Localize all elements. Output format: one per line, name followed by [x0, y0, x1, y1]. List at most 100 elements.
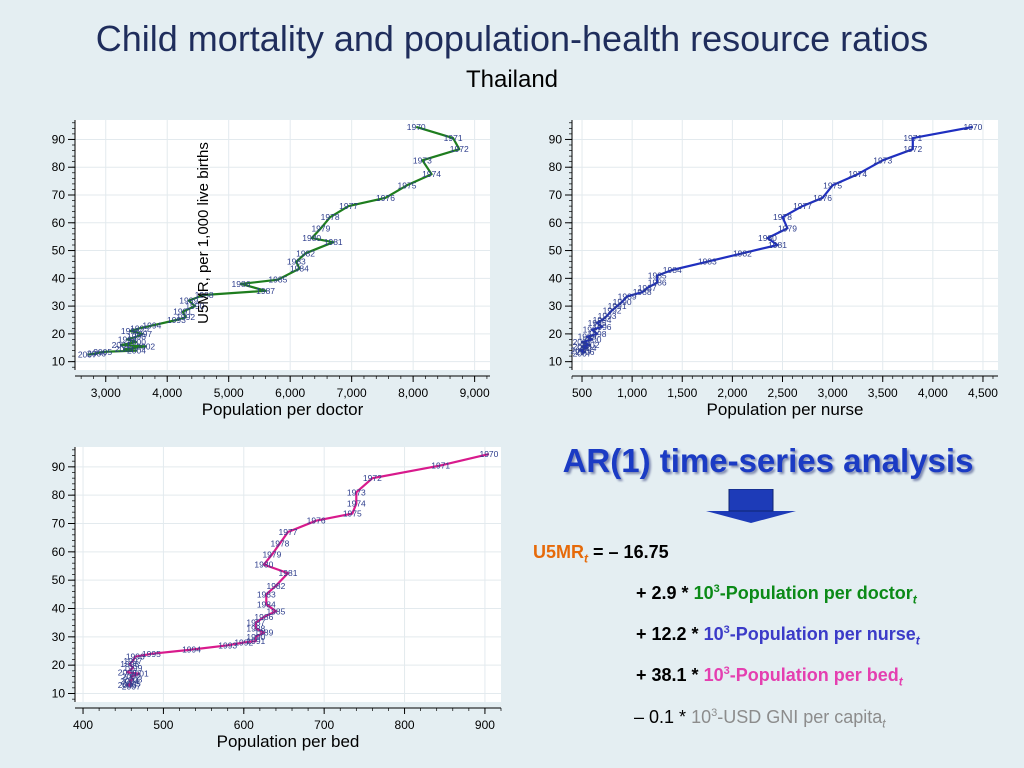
x-tick-label: 500	[153, 718, 173, 732]
point-label: 1970	[963, 122, 982, 132]
point-label: 2007	[122, 681, 141, 691]
eq-term-nurse: 103-Population per nurset	[703, 624, 920, 648]
page-subtitle: Thailand	[465, 66, 559, 93]
point-label: 2002	[136, 341, 155, 351]
point-label: 2007	[78, 350, 97, 360]
point-label: 1977	[279, 527, 298, 537]
x-axis-label: Population per doctor	[202, 400, 364, 419]
y-tick-label: 70	[52, 188, 66, 202]
point-label: 1970	[479, 449, 498, 459]
point-label: 1989	[254, 628, 273, 638]
equation-line-1: U5MRt = – 16.75	[533, 542, 669, 566]
y-tick-label: 70	[549, 188, 563, 202]
point-label: 2001	[573, 337, 592, 347]
eq-term-bed: 103-Population per bedt	[703, 665, 903, 689]
y-tick-label: 90	[549, 132, 563, 146]
point-label: 1992	[176, 312, 195, 322]
point-label: 1983	[257, 589, 276, 599]
point-label: 1981	[279, 568, 298, 578]
chart-nurse: 10 20 30 40 50 60 70 80 90 500 1,000 1,500 2,000 2,50…	[549, 120, 998, 419]
point-label: 2005	[571, 346, 590, 356]
point-label: 1993	[167, 315, 186, 325]
point-label: 2002	[122, 672, 141, 682]
x-tick-label: 600	[234, 718, 254, 732]
point-label: 2006	[576, 347, 595, 357]
point-label: 1978	[773, 212, 792, 222]
point-label: 1970	[407, 122, 426, 132]
point-label: 1993	[598, 311, 617, 321]
point-label: 1974	[347, 499, 366, 509]
point-label: 2004	[120, 676, 139, 686]
y-tick-label: 30	[52, 299, 66, 313]
y-tick-label: 10	[52, 355, 66, 369]
y-axis-label: U5MR, per 1,000 live births	[195, 142, 212, 324]
point-label: 1983	[698, 257, 717, 267]
point-label: 1994	[182, 645, 201, 655]
y-tick-label: 60	[52, 545, 66, 559]
x-tick-label: 500	[572, 386, 592, 400]
y-tick-label: 20	[549, 327, 563, 341]
point-label: 1994	[593, 315, 612, 325]
y-tick-label: 80	[52, 160, 66, 174]
eq-dependent: U5MRt	[533, 542, 589, 566]
point-label: 1988	[633, 287, 652, 297]
x-tick-label: 4,000	[918, 386, 948, 400]
y-tick-label: 50	[52, 244, 66, 258]
point-label: 1985	[266, 606, 285, 616]
point-label: 1978	[271, 538, 290, 548]
point-label: 1982	[266, 581, 285, 591]
point-label: 1992	[603, 305, 622, 315]
point-label: 1986	[648, 278, 667, 288]
point-label: 1982	[296, 248, 315, 258]
point-label: 1988	[246, 623, 265, 633]
down-arrow-icon	[706, 489, 796, 523]
equation-line-5: – 0.1 * 103-USD GNI per capitat	[634, 707, 886, 731]
point-label: 2003	[123, 674, 142, 684]
x-tick-label: 4,500	[968, 386, 998, 400]
point-label: 1987	[638, 283, 657, 293]
x-tick-label: 9,000	[460, 386, 490, 400]
point-label: 1997	[583, 325, 602, 335]
x-tick-label: 8,000	[398, 386, 428, 400]
x-tick-label: 7,000	[337, 386, 367, 400]
y-tick-label: 30	[52, 630, 66, 644]
point-label: 1979	[262, 550, 281, 560]
point-label: 1976	[376, 193, 395, 203]
point-label: 1994	[142, 321, 161, 331]
point-label: 1980	[758, 233, 777, 243]
point-label: 1972	[363, 473, 382, 483]
chart-bed: 10 20 30 40 50 60 70 80 90 400 500 600 700 800 900 Popu…	[52, 447, 502, 751]
y-tick-label: 90	[52, 460, 66, 474]
point-label: 1980	[302, 233, 321, 243]
x-tick-label: 400	[73, 718, 93, 732]
equation-line-3: + 12.2 * 103-Population per nurset	[636, 624, 920, 648]
x-tick-label: 3,000	[91, 386, 121, 400]
x-tick-label: 700	[314, 718, 334, 732]
point-label: 1978	[321, 212, 340, 222]
eq-term-gni: 103-USD GNI per capitat	[691, 707, 886, 731]
y-tick-label: 70	[52, 517, 66, 531]
point-label: 2006	[118, 680, 137, 690]
point-label: 1988	[195, 290, 214, 300]
point-label: 1999	[118, 334, 137, 344]
point-label: 1979	[311, 223, 330, 233]
point-label: 1972	[903, 144, 922, 154]
series-line	[578, 125, 974, 355]
point-label: 1984	[290, 264, 309, 274]
point-label: 1981	[768, 240, 787, 250]
point-label: 1990	[185, 301, 204, 311]
y-tick-label: 60	[549, 216, 563, 230]
y-tick-label: 20	[52, 658, 66, 672]
point-label: 1998	[120, 659, 139, 669]
point-label: 2001	[130, 669, 149, 679]
x-tick-label: 800	[395, 718, 415, 732]
point-label: 1995	[130, 323, 149, 333]
y-tick-label: 20	[52, 327, 66, 341]
point-label: 2002	[581, 340, 600, 350]
point-label: 1990	[613, 297, 632, 307]
point-label: 1983	[287, 257, 306, 267]
point-label: 2000	[583, 334, 602, 344]
point-label: 1991	[173, 307, 192, 317]
point-label: 1996	[593, 322, 612, 332]
point-label: 2006	[87, 348, 106, 358]
